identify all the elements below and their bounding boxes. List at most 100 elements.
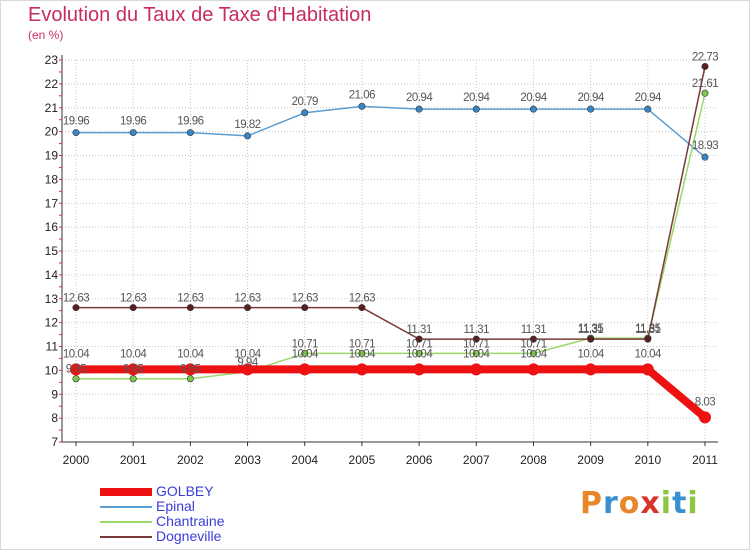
data-point-golbey [355,363,368,376]
data-label-dogneville: 12.63 [120,293,146,305]
data-point-golbey [641,363,654,376]
data-point-golbey [413,363,426,376]
data-label-golbey: 10.04 [349,348,376,360]
data-point-golbey [470,363,483,376]
chart-unit: (en %) [28,28,64,42]
legend-label: GOLBEY [156,483,214,499]
data-label-dogneville: 22.73 [692,51,718,63]
legend-label: Epinal [156,498,195,514]
data-label-chantraine: 9.65 [123,364,143,376]
data-label-dogneville: 12.63 [234,293,260,305]
data-label-epinal: 20.94 [635,92,662,104]
data-label-golbey: 10.04 [63,348,90,360]
data-label-chantraine: 10.71 [292,338,318,350]
x-tick-label: 2011 [692,453,718,467]
data-label-golbey: 10.04 [292,348,319,360]
y-tick-label: 8 [51,411,58,425]
logo-letter: i [687,486,699,521]
data-label-epinal: 21.06 [349,89,375,101]
data-label-dogneville: 11.31 [406,324,432,336]
data-point-chantraine [186,375,194,383]
y-tick-label: 15 [45,244,59,258]
data-point-dogneville [358,304,366,312]
data-label-golbey: 10.04 [406,348,433,360]
legend-label: Chantraine [156,513,225,529]
data-point-dogneville [186,304,194,312]
y-tick-label: 19 [45,149,59,163]
y-tick-label: 11 [46,340,59,354]
data-label-epinal: 20.94 [577,92,604,104]
data-point-epinal [301,109,309,117]
legend-swatch [100,536,152,538]
data-label-chantraine: 10.71 [463,338,489,350]
data-point-epinal [186,129,194,137]
data-point-chantraine [358,349,366,357]
x-tick-label: 2003 [234,453,261,467]
data-label-chantraine: 9.65 [180,364,200,376]
y-tick-label: 21 [45,101,59,115]
data-point-dogneville [415,335,423,343]
data-point-epinal [644,105,652,113]
x-tick-label: 2000 [63,453,90,467]
data-point-epinal [701,153,709,161]
proxiti-logo: Proxiti [580,486,699,521]
data-label-epinal: 19.96 [63,116,89,128]
data-label-chantraine: 9.65 [66,364,86,376]
data-label-golbey: 10.04 [234,348,261,360]
y-tick-label: 16 [45,220,59,234]
data-point-epinal [587,105,595,113]
data-point-chantraine [129,375,137,383]
chart-title: Evolution du Taux de Taxe d'Habitation [28,4,372,26]
data-point-epinal [358,102,366,110]
y-tick-label: 12 [45,316,59,330]
series-line-dogneville [76,66,706,340]
y-tick-label: 13 [45,292,59,306]
data-label-chantraine: 9.94 [237,357,258,369]
data-label-chantraine: 10.71 [349,338,375,350]
x-tick-label: 2010 [634,453,661,467]
y-tick-label: 10 [45,363,59,377]
data-point-dogneville [529,335,537,343]
data-label-dogneville: 11.31 [578,324,604,336]
data-point-epinal [244,132,252,140]
data-point-chantraine [72,375,80,383]
data-label-epinal: 20.79 [292,96,318,108]
series-line-epinal [76,105,706,158]
data-point-golbey [298,363,311,376]
logo-letter: r [603,486,619,521]
data-point-golbey [699,411,711,424]
data-label-chantraine: 11.35 [635,323,661,335]
data-point-chantraine [415,349,423,357]
data-label-epinal: 18.93 [692,140,718,152]
logo-letter: x [640,486,661,521]
data-point-dogneville [644,335,652,343]
data-label-epinal: 20.94 [520,92,547,104]
data-label-epinal: 20.94 [463,92,490,104]
data-point-dogneville [129,304,137,312]
x-tick-label: 2004 [291,453,318,467]
y-tick-label: 23 [45,53,59,67]
y-tick-label: 22 [45,77,59,91]
y-tick-label: 9 [51,387,58,401]
data-point-dogneville [244,304,252,312]
data-label-epinal: 19.82 [234,119,260,131]
data-point-golbey [527,363,540,376]
x-tick-label: 2002 [177,453,204,467]
legend-swatch [100,521,152,523]
logo-letter: o [618,486,641,521]
x-tick-label: 2009 [577,453,604,467]
data-label-dogneville: 11.31 [521,324,547,336]
data-label-chantraine: 11.35 [578,323,604,335]
data-label-golbey: 10.04 [177,348,204,360]
x-tick-label: 2006 [406,453,433,467]
data-point-golbey [584,363,597,376]
data-point-golbey [127,363,140,376]
data-point-chantraine [701,89,709,97]
data-point-dogneville [472,335,480,343]
data-label-dogneville: 12.63 [63,293,89,305]
data-label-golbey: 10.04 [635,348,662,360]
data-label-chantraine: 21.61 [692,78,718,90]
data-label-golbey: 10.04 [120,348,147,360]
data-point-golbey [241,363,254,376]
